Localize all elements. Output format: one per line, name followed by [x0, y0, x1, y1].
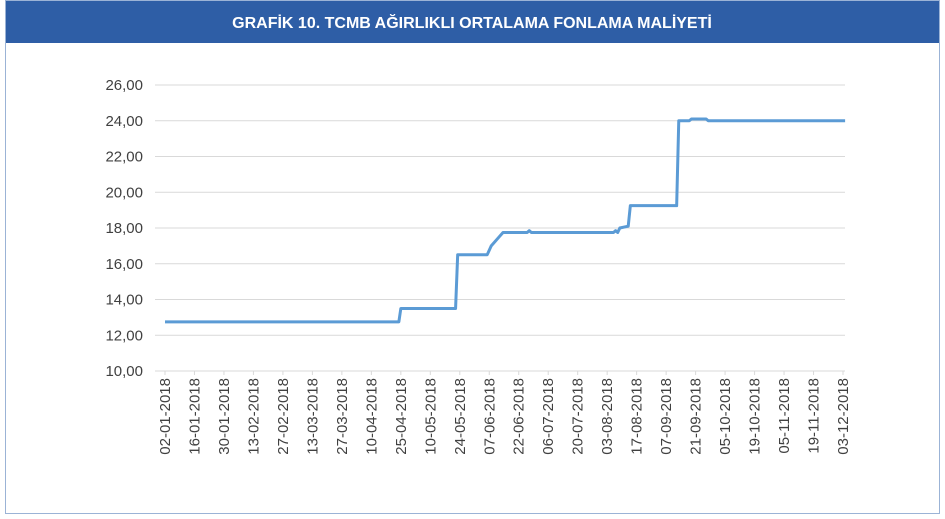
- x-tick-label: 22-06-2018: [511, 378, 528, 455]
- x-tick-label: 02-01-2018: [157, 378, 174, 455]
- y-tick-label: 12,00: [105, 327, 143, 344]
- frame: [5, 0, 940, 514]
- header: [6, 1, 939, 43]
- y-tick-label: 26,00: [105, 77, 143, 94]
- y-tick-label: 10,00: [105, 363, 143, 380]
- x-tick-label: 07-09-2018: [658, 378, 675, 455]
- x-tick-label: 10-05-2018: [422, 378, 439, 455]
- x-tick-label: 20-07-2018: [570, 378, 587, 455]
- x-tick-label: 19-11-2018: [806, 378, 823, 454]
- x-tick-label: 21-09-2018: [688, 378, 705, 455]
- x-tick-label: 16-01-2018: [186, 378, 203, 455]
- x-tick-label: 30-01-2018: [216, 378, 233, 455]
- x-tick-label: 10-04-2018: [363, 378, 380, 455]
- x-tick-label: 13-03-2018: [304, 378, 321, 455]
- y-tick-label: 16,00: [105, 256, 143, 273]
- series-line: [165, 117, 846, 324]
- x-tick-label: 27-03-2018: [334, 378, 351, 455]
- x-tick-label: 03-08-2018: [599, 378, 616, 455]
- x-tick-label: 03-12-2018: [835, 378, 852, 455]
- x-tick-label: 17-08-2018: [629, 378, 646, 455]
- x-tick-label: 07-06-2018: [481, 378, 498, 455]
- x-tick-label: 13-02-2018: [245, 378, 262, 455]
- x-tick-label: 24-05-2018: [452, 378, 469, 455]
- x-tick-label: 19-10-2018: [747, 378, 764, 455]
- chart-title: GRAFİK 10. TCMB AĞIRLIKLI ORTALAMA FONLA…: [232, 13, 712, 32]
- y-tick-label: 24,00: [105, 113, 143, 130]
- y-tick-label: 18,00: [105, 220, 143, 237]
- y-tick-label: 20,00: [105, 184, 143, 201]
- y-tick-label: 22,00: [105, 149, 143, 166]
- x-tick-label: 05-10-2018: [717, 378, 734, 455]
- x-tick-label: 05-11-2018: [776, 378, 793, 454]
- y-tick-label: 14,00: [105, 292, 143, 309]
- x-tick-label: 27-02-2018: [275, 378, 292, 455]
- x-tick-label: 06-07-2018: [540, 378, 557, 455]
- x-tick-label: 25-04-2018: [393, 378, 410, 455]
